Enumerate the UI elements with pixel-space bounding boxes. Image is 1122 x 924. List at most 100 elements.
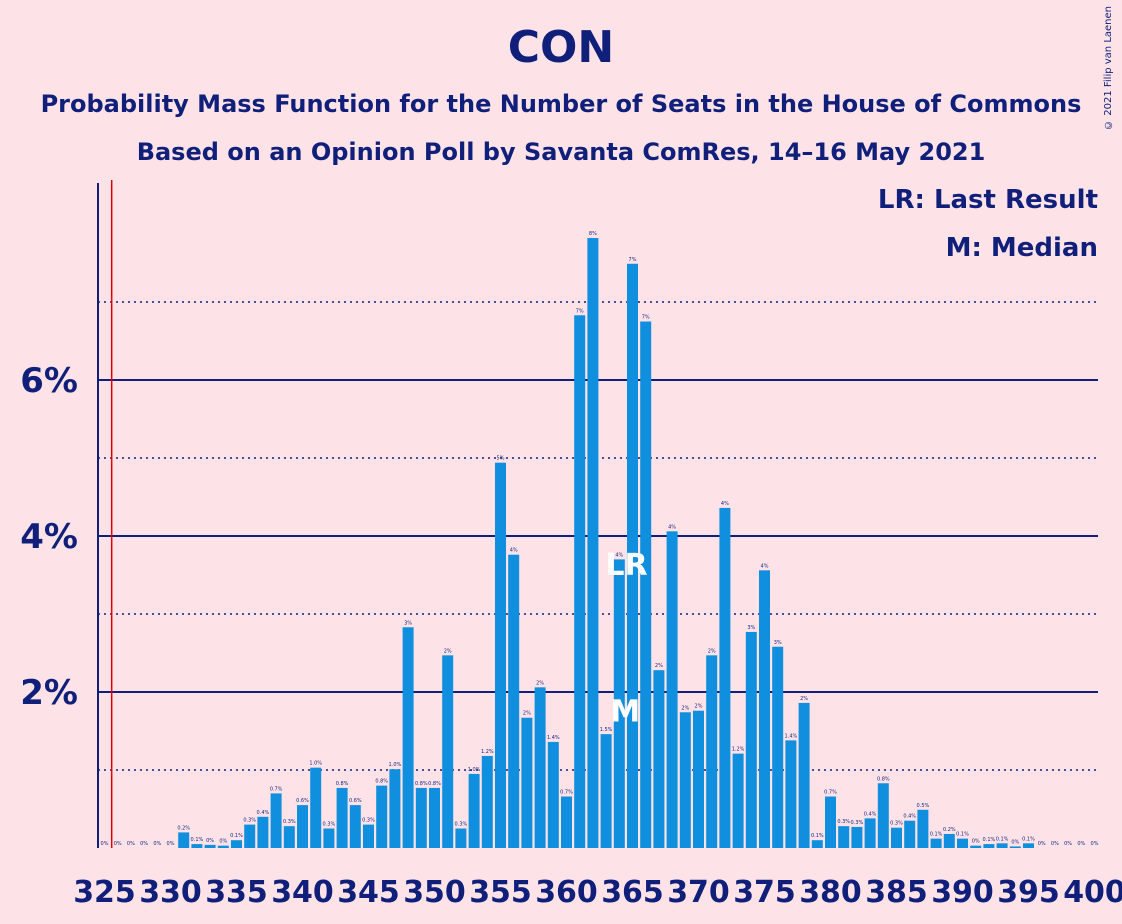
bar: [653, 670, 665, 848]
bar-value-label: 1.4%: [547, 735, 560, 741]
bar: [838, 826, 850, 848]
bar: [323, 828, 335, 848]
bar-value-label: 2%: [800, 696, 808, 702]
bar: [521, 717, 533, 848]
x-tick-label: 355: [469, 875, 532, 910]
bar: [442, 655, 454, 848]
bar: [613, 559, 625, 848]
bar-value-label: 0%: [114, 841, 122, 847]
bar: [706, 655, 718, 848]
bar-value-label: 0.1%: [983, 837, 996, 843]
bar-value-label: 0.8%: [336, 781, 349, 787]
bar-value-label: 8%: [589, 231, 597, 237]
bar-value-label: 0.3%: [837, 819, 850, 825]
bar-value-label: 0.3%: [890, 821, 903, 827]
bar: [217, 845, 229, 848]
chart-subtitle-poll: Based on an Opinion Poll by Savanta ComR…: [136, 138, 986, 166]
bar: [732, 753, 744, 848]
bar: [376, 785, 388, 848]
bar-value-label: 3%: [774, 640, 782, 646]
x-tick-label: 340: [271, 875, 334, 910]
bar: [561, 796, 572, 848]
bar-value-label: 7%: [576, 308, 584, 314]
bar-value-label: 0.1%: [930, 832, 943, 838]
bar: [310, 767, 322, 848]
bar-value-label: 0.3%: [243, 818, 256, 824]
bar-value-label: 0.8%: [375, 779, 388, 785]
bar-value-label: 0%: [140, 841, 148, 847]
bar-value-label: 2%: [655, 663, 663, 669]
x-tick-label: 390: [931, 875, 994, 910]
bar: [891, 827, 902, 848]
bar-value-label: 0.7%: [824, 790, 837, 796]
bar: [468, 773, 480, 848]
bar: [481, 755, 493, 848]
bar-value-label: 0.8%: [415, 781, 428, 787]
bar-value-label: 0.7%: [270, 786, 283, 792]
bar-value-label: 0%: [1038, 841, 1046, 847]
bar-value-label: 2%: [523, 711, 531, 717]
bar-value-label: 0.7%: [560, 790, 573, 796]
bar: [693, 710, 704, 848]
bar: [178, 832, 190, 848]
bar-value-label: 0%: [1064, 841, 1072, 847]
bar-value-label: 4%: [761, 563, 769, 569]
bar: [930, 838, 942, 848]
bar-value-label: 2%: [536, 680, 544, 686]
bar-value-label: 3%: [404, 620, 412, 626]
bar-value-label: 0%: [153, 841, 161, 847]
bar: [495, 462, 506, 848]
y-tick-label: 2%: [20, 673, 78, 713]
bar-value-label: 0%: [1051, 841, 1059, 847]
bar-value-label: 0%: [972, 839, 980, 845]
x-tick-label: 375: [733, 875, 796, 910]
bar: [851, 826, 863, 848]
bar: [719, 507, 731, 848]
bar: [970, 845, 982, 848]
bar-value-label: 1.0%: [309, 761, 322, 767]
bar-value-label: 4%: [721, 501, 729, 507]
bar-value-label: 0.3%: [362, 818, 375, 824]
bar: [363, 824, 374, 848]
bar: [191, 844, 203, 848]
x-tick-label: 380: [799, 875, 862, 910]
x-tick-label: 360: [535, 875, 598, 910]
bar: [534, 687, 546, 848]
bar-value-label: 4%: [668, 524, 676, 530]
bar-value-label: 1.0%: [468, 767, 481, 773]
bar-value-label: 0.3%: [455, 822, 468, 828]
bar: [600, 734, 612, 848]
bar: [270, 793, 282, 848]
bar-value-label: 2%: [444, 648, 452, 654]
median-marker: M: [610, 695, 640, 730]
bar: [455, 828, 467, 848]
bar: [587, 238, 599, 849]
x-tick-label: 335: [205, 875, 268, 910]
bar-value-label: 0%: [101, 841, 109, 847]
bar: [877, 783, 889, 848]
bar-value-label: 0%: [167, 841, 175, 847]
bar-value-label: 0.8%: [877, 776, 890, 782]
bar: [825, 796, 836, 848]
x-tick-label: 345: [337, 875, 400, 910]
bar-value-label: 0.2%: [177, 825, 190, 831]
legend-median: M: Median: [945, 233, 1098, 263]
bar: [402, 627, 414, 848]
bar-value-label: 2%: [681, 705, 689, 711]
bar-value-label: 0.3%: [283, 819, 296, 825]
y-tick-label: 4%: [20, 517, 78, 557]
bar: [745, 631, 757, 848]
bar-value-label: 0%: [127, 841, 135, 847]
bar-value-label: 0.1%: [1022, 836, 1035, 842]
x-tick-label: 370: [667, 875, 730, 910]
bar: [231, 840, 242, 848]
bar: [429, 787, 440, 848]
x-tick-label: 350: [403, 875, 466, 910]
bar: [864, 818, 876, 848]
bar: [798, 702, 810, 848]
bar-value-label: 1.5%: [600, 727, 613, 733]
bar-value-label: 4%: [510, 548, 518, 554]
bar-value-label: 4%: [615, 552, 623, 558]
bar: [1009, 846, 1021, 848]
